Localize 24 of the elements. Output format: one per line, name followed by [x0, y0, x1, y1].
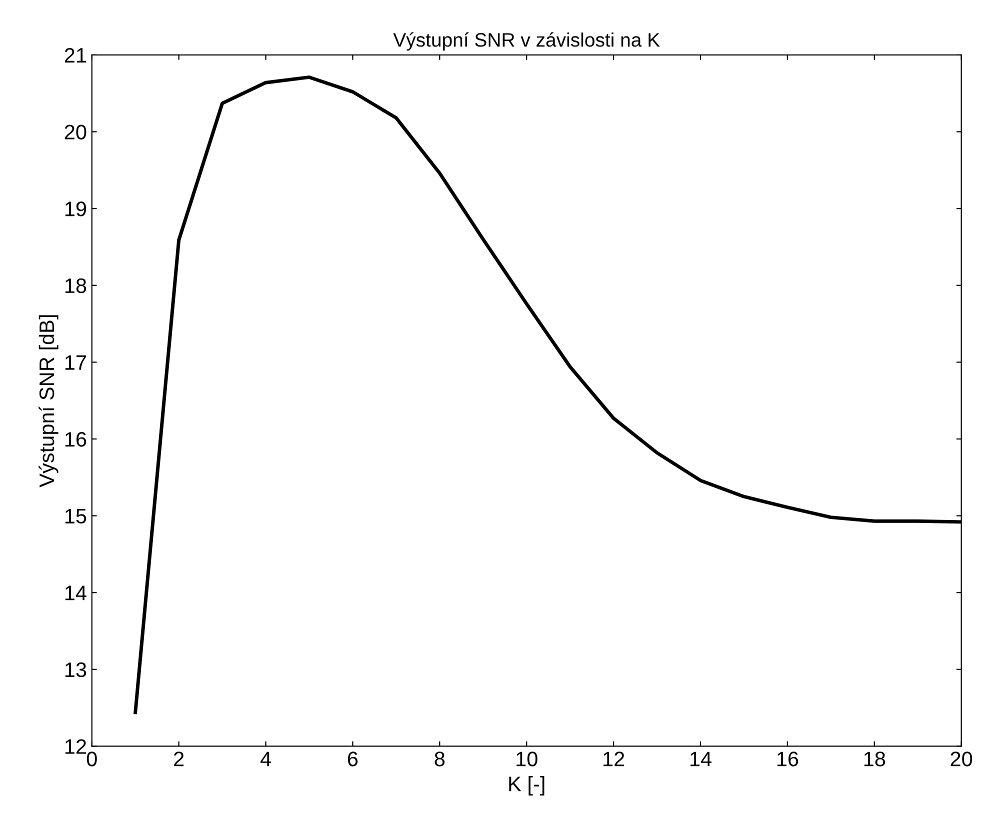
x-tick-label: 6: [348, 752, 358, 766]
y-tick-label: 12: [65, 739, 86, 754]
x-tick-label: 18: [864, 752, 886, 766]
x-tick-label: 16: [777, 752, 798, 766]
x-tick-label: 0: [86, 752, 97, 766]
y-tick-label: 15: [65, 508, 86, 524]
x-tick-label: 8: [434, 752, 445, 766]
y-tick-label: 18: [65, 278, 86, 294]
x-tick-label: 20: [950, 752, 972, 766]
y-tick-label: 17: [65, 355, 86, 370]
y-tick-label: 13: [65, 662, 86, 678]
x-tick-label: 10: [516, 752, 538, 766]
y-tick-label: 14: [65, 586, 86, 600]
chart-title: Výstupní SNR v závislosti na K: [393, 32, 660, 51]
y-tick-label: 19: [65, 202, 86, 216]
y-tick-label: 16: [65, 432, 86, 447]
x-tick-label: 2: [174, 752, 184, 766]
x-axis-title: K [-]: [509, 776, 544, 796]
y-axis-title: Výstupní SNR [dB]: [38, 315, 58, 488]
x-tick-label: 12: [604, 752, 624, 766]
x-tick-label: 4: [260, 752, 271, 766]
y-tick-label: 21: [64, 48, 86, 62]
x-tick-label: 14: [690, 752, 712, 766]
y-tick-label: 20: [64, 124, 86, 140]
